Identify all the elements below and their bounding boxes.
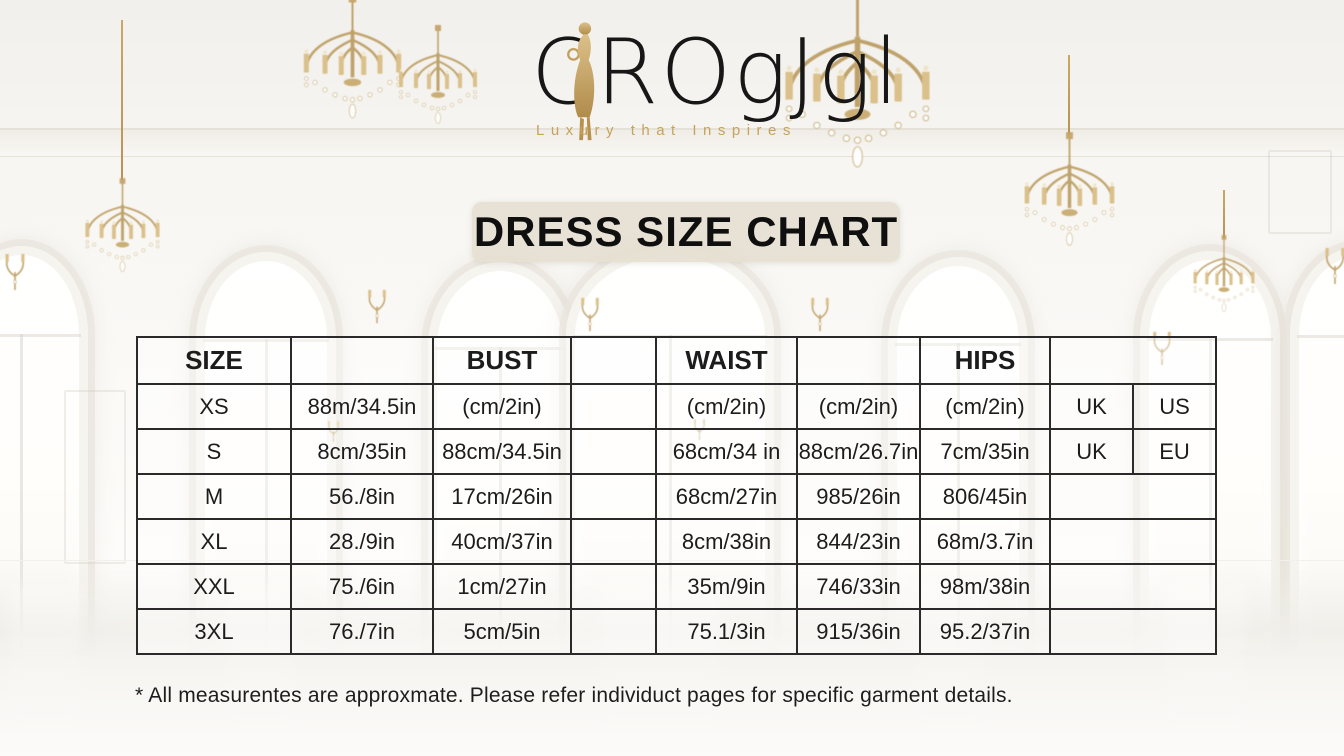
table-cell xyxy=(1049,518,1217,565)
table-cell: 28./9in xyxy=(290,518,434,565)
table-cell: 88cm/26.7in xyxy=(796,428,921,475)
header-cell: WAIST xyxy=(655,336,798,385)
wall-sconce-icon xyxy=(810,297,830,332)
size-chart-header: SIZE BUST WAIST HIPS xyxy=(136,336,1217,385)
table-cell: 806/45in xyxy=(919,473,1051,520)
header-cell xyxy=(1049,336,1217,385)
table-cell: 76./7in xyxy=(290,608,434,655)
table-row: SIZE BUST WAIST HIPS xyxy=(136,336,1217,385)
chandelier-chain xyxy=(1223,190,1225,238)
header-cell xyxy=(796,336,921,385)
floor-reflection xyxy=(10,585,80,735)
table-cell xyxy=(1049,473,1217,520)
table-cell: (cm/2in) xyxy=(432,383,572,430)
table-cell: 746/33in xyxy=(796,563,921,610)
wall-panel xyxy=(1268,150,1332,234)
table-cell xyxy=(570,473,657,520)
header-cell: BUST xyxy=(432,336,572,385)
table-cell: 17cm/26in xyxy=(432,473,572,520)
size-chart-table: SIZE BUST WAIST HIPS XS 88m/34.5in (cm/2in) (c… xyxy=(136,336,1217,655)
table-cell: 56./8in xyxy=(290,473,434,520)
chandelier-icon xyxy=(84,178,161,274)
table-cell xyxy=(570,428,657,475)
chandelier-icon xyxy=(1022,132,1117,248)
chandelier-chain xyxy=(121,20,123,180)
table-row: 3XL 76./7in 5cm/5in 75.1/3in 915/36in 95.2/37… xyxy=(136,608,1217,655)
table-cell: 88m/34.5in xyxy=(290,383,434,430)
table-cell: 88cm/34.5in xyxy=(432,428,572,475)
chandelier-chain xyxy=(1068,55,1070,135)
table-row: S 8cm/35in 88cm/34.5in 68cm/34 in 88cm/26.7i… xyxy=(136,428,1217,475)
wall-sconce-icon xyxy=(367,289,387,324)
table-cell xyxy=(570,383,657,430)
table-cell: 95.2/37in xyxy=(919,608,1051,655)
table-cell xyxy=(570,608,657,655)
brand-tagline: Luxury that Inspires xyxy=(536,122,797,139)
table-cell: 844/23in xyxy=(796,518,921,565)
table-cell: XS xyxy=(136,383,292,430)
crown-molding xyxy=(0,128,1344,157)
table-cell: EU xyxy=(1132,428,1217,475)
table-cell: 915/36in xyxy=(796,608,921,655)
table-cell: 985/26in xyxy=(796,473,921,520)
header-cell: SIZE xyxy=(136,336,292,385)
header-cell xyxy=(570,336,657,385)
table-cell xyxy=(570,518,657,565)
table-cell: (cm/2in) xyxy=(655,383,798,430)
table-cell: 1cm/27in xyxy=(432,563,572,610)
table-cell: 5cm/5in xyxy=(432,608,572,655)
table-cell xyxy=(1049,563,1217,610)
table-cell xyxy=(1049,608,1217,655)
header-cell: HIPS xyxy=(919,336,1051,385)
table-row: XL 28./9in 40cm/37in 8cm/38in 844/23in 68m/3.… xyxy=(136,518,1217,565)
wall-sconce-icon xyxy=(4,253,26,291)
wall-panel xyxy=(64,390,126,564)
table-cell: UK xyxy=(1049,428,1134,475)
table-row: M 56./8in 17cm/26in 68cm/27in 985/26in 806/45… xyxy=(136,473,1217,520)
table-cell: 40cm/37in xyxy=(432,518,572,565)
wall-sconce-icon xyxy=(580,297,600,332)
table-cell: S xyxy=(136,428,292,475)
table-cell: 98m/38in xyxy=(919,563,1051,610)
title-plate: DRESS SIZE CHART xyxy=(472,202,900,262)
table-row: XS 88m/34.5in (cm/2in) (cm/2in) (cm/2in) (cm/… xyxy=(136,383,1217,430)
table-cell: 68cm/34 in xyxy=(655,428,798,475)
table-cell: (cm/2in) xyxy=(796,383,921,430)
ceiling xyxy=(0,0,1344,128)
table-cell: 75./6in xyxy=(290,563,434,610)
wall-sconce-icon xyxy=(1324,247,1344,285)
table-cell: 68m/3.7in xyxy=(919,518,1051,565)
table-cell: 35m/9in xyxy=(655,563,798,610)
table-row: XXL 75./6in 1cm/27in 35m/9in 746/33in 98m/38i… xyxy=(136,563,1217,610)
disclaimer-text: * All measurentes are approxmate. Please… xyxy=(135,684,1013,707)
chandelier-icon xyxy=(1192,235,1256,314)
chandelier-icon xyxy=(397,25,479,125)
table-cell: 7cm/35in xyxy=(919,428,1051,475)
table-cell: XXL xyxy=(136,563,292,610)
table-cell xyxy=(570,563,657,610)
table-cell: 68cm/27in xyxy=(655,473,798,520)
table-cell: UK xyxy=(1049,383,1134,430)
table-cell: M xyxy=(136,473,292,520)
page-title: DRESS SIZE CHART xyxy=(473,208,899,255)
table-cell: 75.1/3in xyxy=(655,608,798,655)
table-cell: 3XL xyxy=(136,608,292,655)
table-cell: 8cm/35in xyxy=(290,428,434,475)
table-cell: (cm/2in) xyxy=(919,383,1051,430)
header-cell xyxy=(290,336,434,385)
size-chart-body: XS 88m/34.5in (cm/2in) (cm/2in) (cm/2in) (cm/… xyxy=(136,383,1217,655)
table-cell: XL xyxy=(136,518,292,565)
table-cell: 8cm/38in xyxy=(655,518,798,565)
table-cell: US xyxy=(1132,383,1217,430)
